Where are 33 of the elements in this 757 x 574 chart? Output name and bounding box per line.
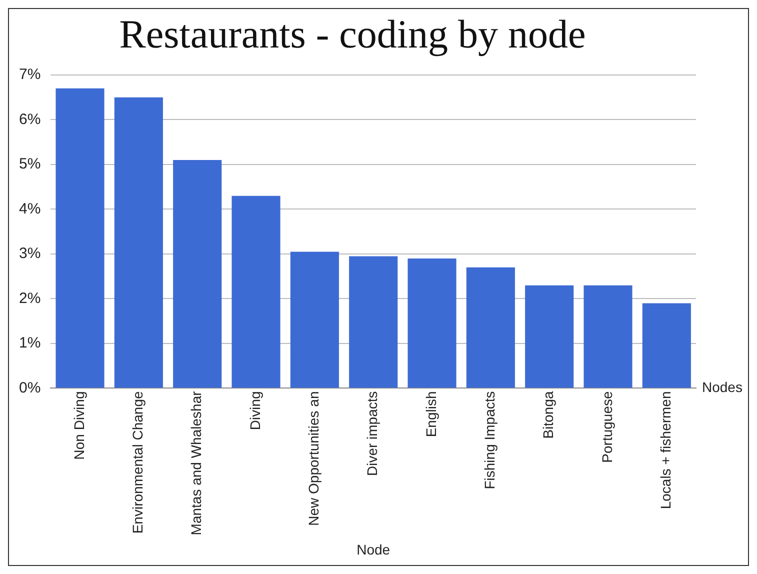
x-tick-label: Locals + fishermen (658, 391, 674, 510)
bar (232, 196, 280, 388)
bar (114, 97, 163, 388)
y-tick-label: 4% (18, 200, 41, 218)
bar (408, 258, 456, 388)
y-tick-label: 1% (18, 334, 41, 352)
text: Nodes (702, 379, 742, 396)
bar (290, 252, 339, 388)
x-tick-label: Mantas and Whaleshar (188, 390, 204, 536)
x-tick-label: Bitonga (540, 391, 556, 439)
x-tick-label: Portuguese (598, 391, 615, 463)
x-tick-label: Fishing Impacts (482, 391, 498, 490)
chart-title: Restaurants - coding by node (119, 12, 586, 56)
x-tick-label: Diving (246, 391, 263, 430)
bar (525, 285, 574, 388)
x-tick-label: New Opportunities an (306, 391, 322, 526)
y-tick-label: 6% (18, 110, 41, 128)
bar (584, 285, 632, 388)
bar (642, 303, 691, 388)
bar (56, 88, 104, 388)
y-tick-label: 7% (18, 66, 41, 84)
x-tick-label: English (422, 391, 439, 438)
bar (173, 160, 222, 388)
y-tick-label: 2% (18, 290, 41, 307)
x-tick-label: Environmental Change (130, 391, 146, 534)
bar (349, 256, 398, 388)
y-tick-label: 3% (18, 245, 41, 262)
x-tick-label: Diver impacts (364, 391, 380, 476)
y-tick-label: 0% (18, 379, 41, 396)
y-tick-label: 5% (18, 156, 41, 173)
x-axis-title: Node (356, 541, 390, 558)
x-tick-label: Non Diving (70, 391, 87, 460)
bar (466, 267, 515, 388)
